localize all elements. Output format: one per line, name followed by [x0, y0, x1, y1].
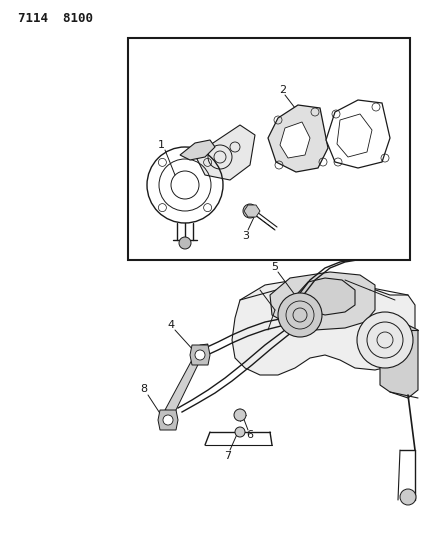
Polygon shape [280, 122, 310, 158]
Polygon shape [158, 410, 178, 430]
Circle shape [179, 237, 191, 249]
Text: 8: 8 [140, 384, 148, 394]
Text: 4: 4 [167, 320, 175, 330]
Polygon shape [165, 344, 208, 412]
Polygon shape [180, 140, 215, 160]
Polygon shape [268, 105, 328, 172]
Circle shape [163, 415, 173, 425]
Text: 7114  8100: 7114 8100 [18, 12, 93, 25]
Text: 5: 5 [271, 262, 279, 272]
Polygon shape [244, 205, 260, 217]
Polygon shape [298, 278, 355, 315]
Circle shape [278, 293, 322, 337]
Circle shape [357, 312, 413, 368]
Polygon shape [190, 345, 210, 365]
Text: 3: 3 [243, 231, 250, 241]
Circle shape [243, 204, 257, 218]
Text: 2: 2 [279, 85, 287, 95]
Circle shape [235, 427, 245, 437]
Bar [128, 38, 410, 260]
Text: 7: 7 [224, 451, 232, 461]
Polygon shape [380, 325, 418, 398]
Polygon shape [337, 114, 372, 157]
Circle shape [234, 409, 246, 421]
Circle shape [195, 350, 205, 360]
Text: 1: 1 [158, 140, 164, 150]
Text: 6: 6 [247, 430, 253, 440]
Circle shape [400, 489, 416, 505]
Polygon shape [326, 100, 390, 168]
Polygon shape [270, 272, 375, 330]
Polygon shape [195, 125, 255, 180]
Polygon shape [232, 278, 415, 375]
